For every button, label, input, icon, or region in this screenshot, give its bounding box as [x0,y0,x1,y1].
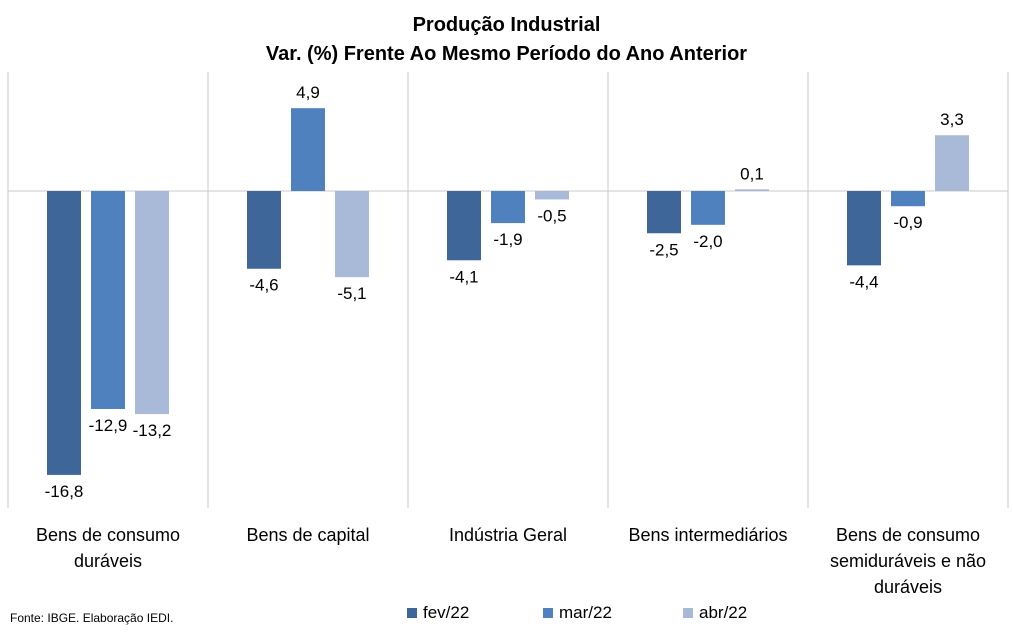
bar [691,191,725,225]
chart-legend: fev/22 mar/22 abr/22 [0,603,1013,627]
bar [291,108,325,191]
data-label: -0,9 [893,213,922,232]
data-label: -4,4 [849,272,878,291]
category-label: Bens de consumo [36,525,180,545]
data-label: 3,3 [940,110,964,129]
bar [491,191,525,224]
legend-swatch [683,608,693,618]
chart-title: Produção Industrial [412,14,601,36]
legend-label: abr/22 [699,603,748,622]
category-label: semiduráveis e não [830,551,986,571]
data-label: 4,9 [296,83,320,102]
data-label: 0,1 [740,164,764,183]
legend-item: fev/22 [407,603,469,623]
data-label: -1,9 [493,230,522,249]
bar [91,191,125,410]
legend-swatch [407,608,417,618]
bar [535,191,569,200]
legend-label: mar/22 [559,603,612,622]
bar [735,189,769,191]
bar [447,191,481,261]
category-label: Bens de consumo [836,525,980,545]
legend-swatch [543,608,553,618]
data-label: -2,5 [649,240,678,259]
data-label: -4,1 [449,267,478,286]
data-label: -12,9 [89,416,128,435]
source-note: Fonte: IBGE. Elaboração IEDI. [10,611,174,625]
bar [335,191,369,278]
data-label: -13,2 [133,421,172,440]
data-label: -0,5 [537,206,566,225]
category-label: duráveis [874,577,942,597]
bar [247,191,281,269]
category-label: duráveis [74,551,142,571]
bar [891,191,925,207]
legend-item: mar/22 [543,603,612,623]
bar [647,191,681,234]
chart-subtitle: Var. (%) Frente Ao Mesmo Período do Ano … [265,43,748,65]
category-label: Bens de capital [246,525,369,545]
data-label: -5,1 [337,284,366,303]
bar [847,191,881,266]
legend-item: abr/22 [683,603,747,623]
category-label: Bens intermediários [628,525,787,545]
category-label: Indústria Geral [449,525,567,545]
data-label: -4,6 [249,276,278,295]
bar [135,191,169,415]
data-label: -2,0 [693,232,722,251]
bar [47,191,81,475]
bar [935,135,969,191]
data-label: -16,8 [45,482,84,501]
legend-label: fev/22 [423,603,470,622]
